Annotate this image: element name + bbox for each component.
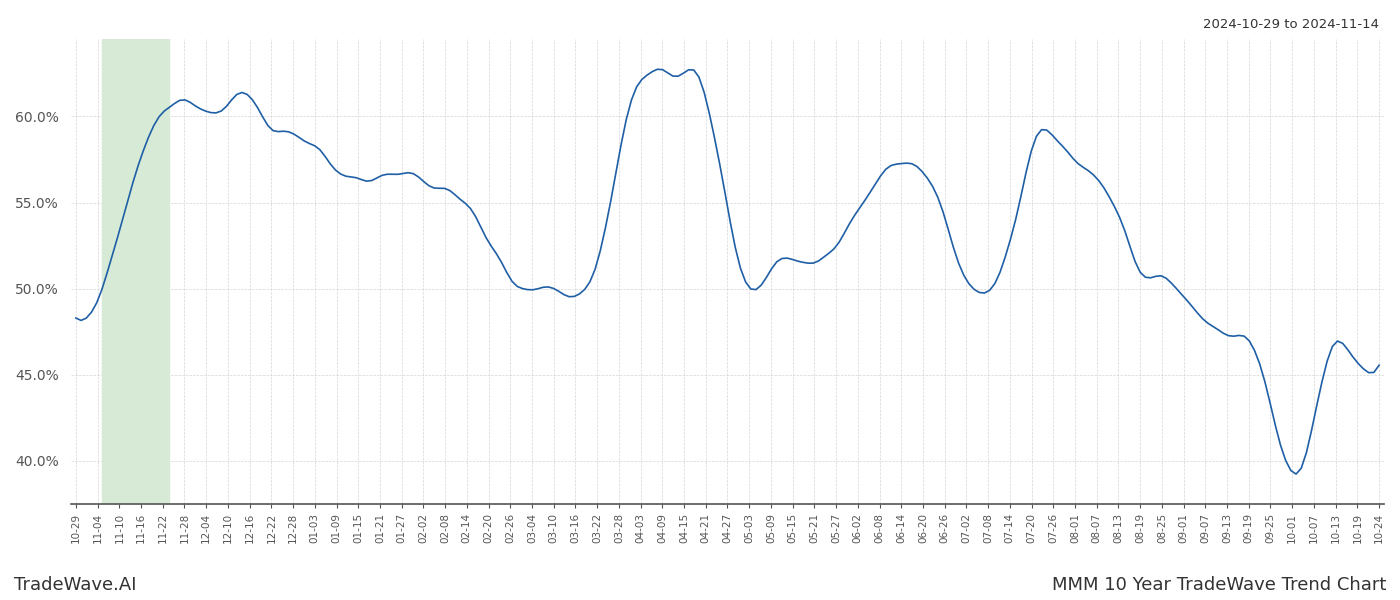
Text: MMM 10 Year TradeWave Trend Chart: MMM 10 Year TradeWave Trend Chart <box>1051 576 1386 594</box>
Bar <box>102 39 169 504</box>
Text: TradeWave.AI: TradeWave.AI <box>14 576 137 594</box>
Text: 2024-10-29 to 2024-11-14: 2024-10-29 to 2024-11-14 <box>1203 18 1379 31</box>
